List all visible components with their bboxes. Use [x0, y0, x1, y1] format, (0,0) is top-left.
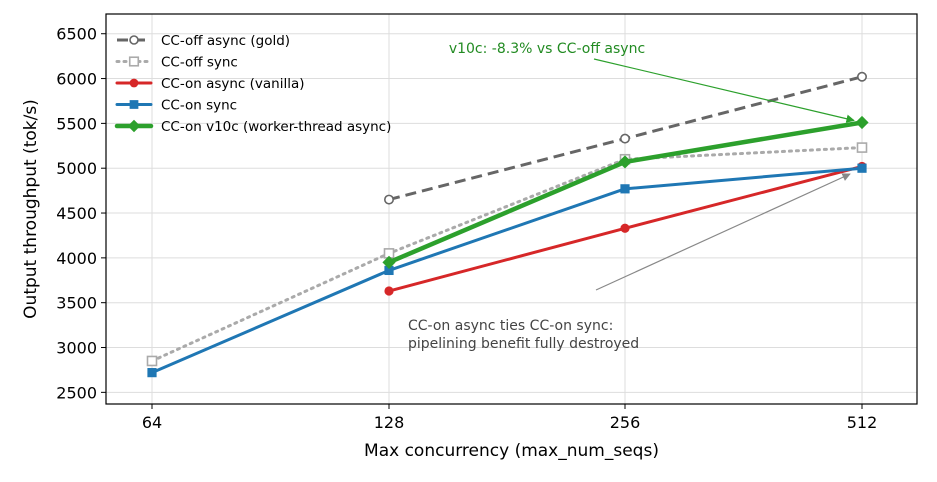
legend: CC-off async (gold) CC-off sync CC-on asyn… — [114, 33, 391, 135]
data-point — [384, 286, 394, 296]
annotation-text: v10c: -8.3% vs CC-off async — [449, 41, 645, 57]
data-point — [855, 115, 869, 130]
legend-label: CC-on v10c (worker-thread async) — [161, 119, 391, 135]
data-point — [147, 368, 157, 378]
x-tick-label: 256 — [610, 413, 641, 432]
x-tick-label: 128 — [374, 413, 405, 432]
annotation-arrow — [593, 58, 855, 123]
data-point — [618, 155, 632, 169]
legend-label: CC-off sync — [161, 55, 238, 71]
data-point — [384, 265, 394, 276]
annotation-arrow — [595, 173, 851, 291]
y-tick-label: 4000 — [56, 249, 97, 268]
data-point — [129, 35, 139, 45]
data-point — [129, 100, 139, 109]
series-cc-off-async-gold — [383, 71, 867, 205]
x-tick-label: 512 — [847, 413, 878, 432]
annotation-text: pipelining benefit fully destroyed — [408, 336, 639, 352]
y-tick-label: 6500 — [56, 25, 97, 44]
data-point — [383, 194, 394, 205]
data-point — [620, 223, 630, 233]
data-point — [128, 56, 140, 67]
data-point — [620, 184, 630, 194]
legend-item: CC-on async (vanilla) — [115, 76, 305, 92]
y-axis-title: Output throughput (tok/s) — [21, 99, 41, 319]
axis-ticks: 64 128 256 512 2500 3000 3500 4000 4500 5000 5500 6… — [56, 25, 877, 432]
y-tick-label: 3000 — [56, 339, 97, 358]
series-group — [146, 71, 869, 378]
series-cc-on-v10c-worker-thread-async — [382, 115, 869, 269]
series-line — [150, 146, 864, 363]
y-tick-label: 5000 — [56, 159, 97, 178]
y-tick-label: 2500 — [56, 383, 97, 402]
data-point — [857, 163, 867, 173]
y-tick-label: 5500 — [56, 114, 97, 133]
y-tick-label: 4500 — [56, 204, 97, 223]
data-point — [382, 255, 396, 269]
grid — [106, 14, 917, 404]
data-point — [129, 78, 139, 88]
legend-label: CC-on sync — [161, 98, 237, 114]
legend-item: CC-off sync — [115, 55, 238, 71]
data-point — [856, 142, 868, 153]
data-point — [856, 71, 867, 82]
plot-frame — [105, 13, 918, 405]
series-cc-on-sync — [147, 163, 867, 378]
annotation-text: CC-on async ties CC-on sync: — [408, 318, 613, 334]
legend-item: CC-on v10c (worker-thread async) — [114, 119, 391, 135]
data-point — [146, 355, 158, 367]
y-tick-label: 6000 — [56, 70, 97, 89]
legend-label: CC-on async (vanilla) — [161, 76, 305, 92]
y-tick-label: 3500 — [56, 294, 97, 313]
legend-item: CC-off async (gold) — [117, 33, 290, 49]
legend-label: CC-off async (gold) — [161, 33, 290, 49]
x-tick-label: 64 — [142, 413, 162, 432]
data-point — [127, 119, 141, 133]
annotations: v10c: -8.3% vs CC-off async CC-on async t… — [408, 41, 855, 352]
series-line — [150, 166, 864, 375]
data-point — [619, 133, 630, 144]
x-axis-title: Max concurrency (max_num_seqs) — [364, 441, 659, 461]
legend-item: CC-on sync — [115, 98, 237, 114]
